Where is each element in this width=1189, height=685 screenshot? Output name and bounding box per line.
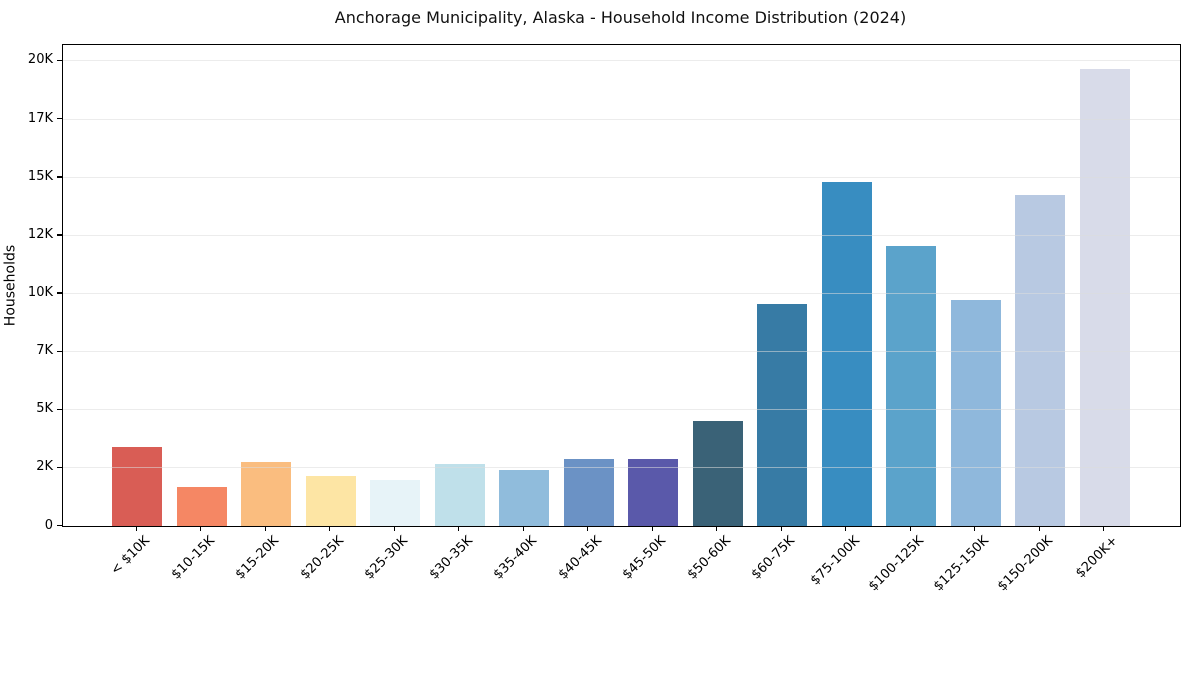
bar-3	[305, 476, 356, 526]
y-tick-label: 20K	[27, 52, 53, 68]
bar-6	[499, 470, 549, 526]
y-tick-mark	[57, 466, 62, 469]
gridline	[63, 118, 1180, 120]
gridline	[63, 60, 1180, 62]
bar-14	[1015, 194, 1065, 526]
x-tick-label: $35-40K	[490, 533, 540, 583]
x-tick-mark	[200, 526, 202, 532]
x-tick-mark	[1103, 526, 1105, 532]
y-tick-mark	[57, 525, 62, 527]
x-tick-mark	[458, 526, 460, 532]
bar-1	[176, 487, 227, 526]
y-tick-label: 17K	[27, 110, 53, 126]
x-tick-mark	[135, 526, 137, 532]
bar-11	[821, 181, 872, 526]
x-tick-mark	[845, 526, 847, 532]
y-tick-mark	[57, 118, 62, 120]
x-tick-label: $200K+	[1072, 533, 1121, 582]
y-tick-mark	[57, 292, 62, 294]
y-tick-label: 2K	[36, 459, 53, 475]
x-tick-mark	[1038, 526, 1040, 532]
gridline	[63, 351, 1180, 353]
bar-8	[628, 458, 678, 526]
y-tick-label: 5K	[36, 401, 53, 417]
x-tick-mark	[587, 526, 589, 532]
bar-0	[112, 446, 162, 526]
gridline	[63, 409, 1180, 411]
gridline	[63, 292, 1180, 294]
x-tick-mark	[780, 526, 782, 532]
x-tick-label: $25-30K	[361, 533, 411, 583]
x-tick-label: $15-20K	[232, 533, 282, 583]
x-tick-mark	[909, 526, 911, 532]
gridline	[63, 176, 1180, 178]
bar-12	[886, 246, 936, 526]
gridline	[63, 234, 1180, 236]
bar-10	[757, 303, 807, 526]
x-tick-label: $60-75K	[748, 533, 798, 583]
chart-title: Anchorage Municipality, Alaska - Househo…	[334, 8, 907, 27]
bar-9	[692, 421, 743, 526]
x-tick-mark	[329, 526, 331, 532]
y-tick-label: 10K	[27, 284, 53, 300]
x-tick-label: $100-125K	[865, 533, 927, 595]
x-tick-mark	[651, 526, 653, 532]
y-tick-mark	[57, 234, 62, 236]
y-tick-label: 0	[44, 517, 53, 533]
x-tick-mark	[716, 526, 718, 532]
bar-15	[1079, 68, 1130, 526]
y-tick-mark	[57, 59, 62, 62]
y-tick-label: 7K	[36, 343, 53, 359]
bar-13	[950, 300, 1001, 526]
x-tick-label: < $10K	[108, 533, 153, 579]
bar-7	[563, 459, 614, 526]
x-tick-mark	[393, 526, 395, 532]
gridline	[63, 467, 1180, 469]
x-tick-mark	[974, 526, 976, 532]
x-tick-mark	[522, 526, 524, 532]
y-tick-label: 12K	[27, 226, 53, 242]
x-tick-mark	[264, 526, 266, 532]
bar-2	[241, 461, 291, 526]
bar-5	[434, 463, 485, 526]
chart-figure: Anchorage Municipality, Alaska - Househo…	[2, 8, 1181, 595]
x-tick-label: $45-50K	[619, 533, 669, 583]
plot-area	[62, 44, 1181, 527]
y-tick-mark	[57, 408, 62, 411]
bar-4	[370, 480, 420, 526]
y-tick-label: 15K	[27, 168, 53, 184]
y-tick-mark	[57, 176, 62, 178]
x-tick-label: $150-200K	[994, 533, 1056, 595]
y-tick-mark	[57, 350, 62, 352]
